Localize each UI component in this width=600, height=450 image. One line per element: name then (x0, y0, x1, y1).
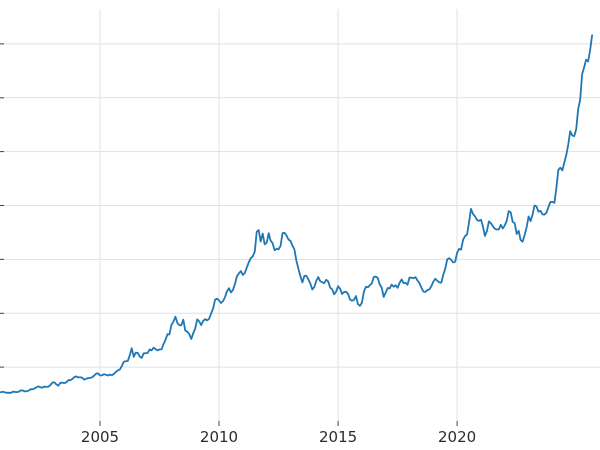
x-tick-label: 2015 (319, 428, 357, 446)
x-tick-label: 2010 (200, 428, 238, 446)
x-tick-label: 2005 (81, 428, 119, 446)
price-series-line (0, 34, 593, 394)
x-tick-label: 2020 (438, 428, 476, 446)
